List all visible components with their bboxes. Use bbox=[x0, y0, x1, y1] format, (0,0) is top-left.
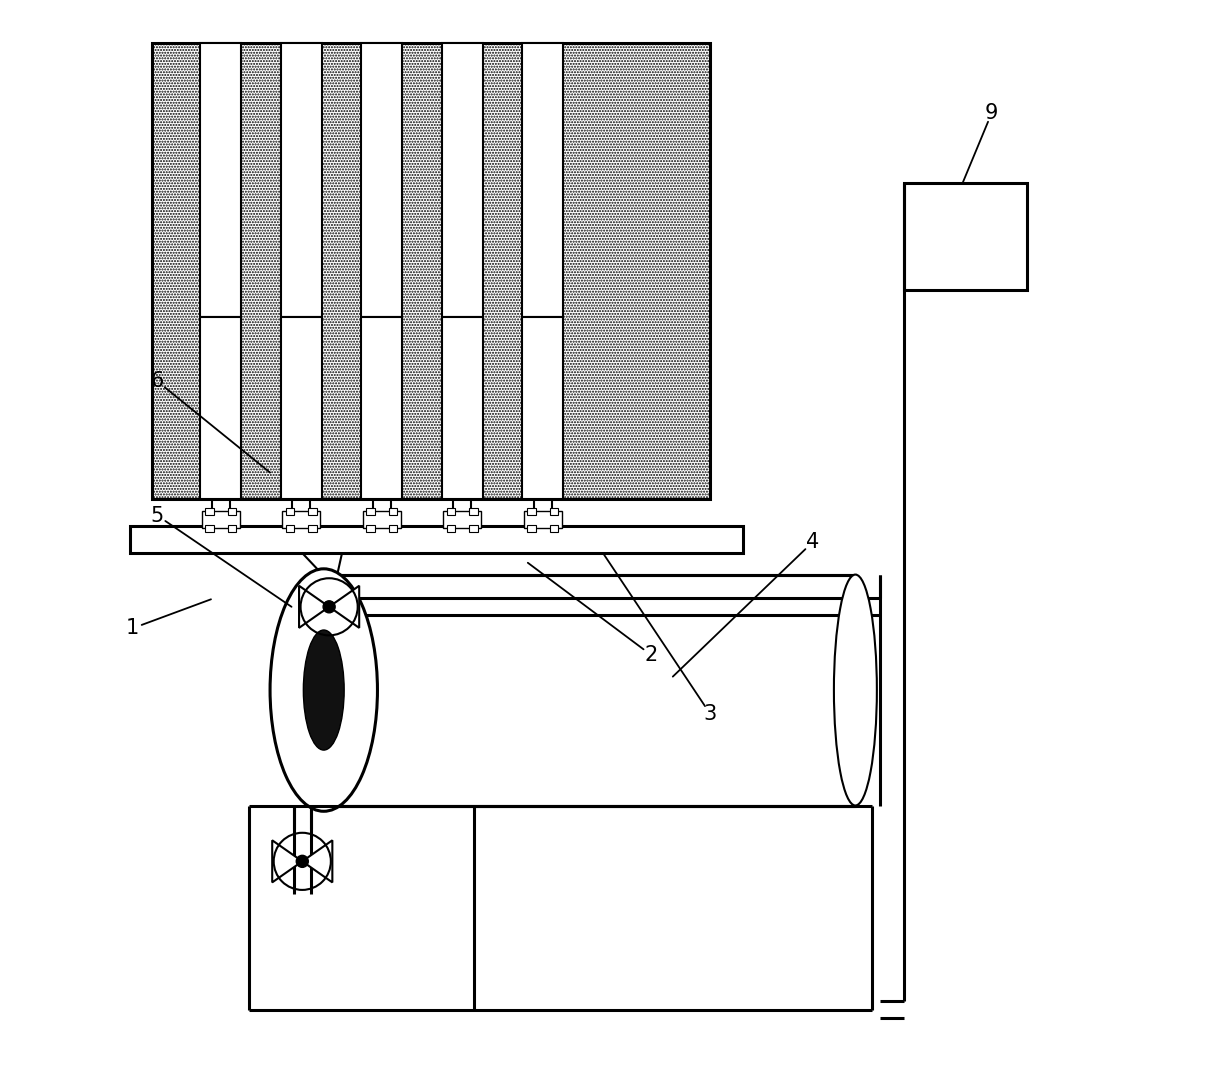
Bar bbox=[527, 525, 535, 532]
Bar bbox=[286, 525, 294, 532]
Text: 2: 2 bbox=[645, 645, 658, 665]
Text: 6: 6 bbox=[151, 372, 164, 391]
Bar bbox=[362, 317, 402, 499]
Ellipse shape bbox=[833, 575, 877, 806]
Bar bbox=[282, 511, 320, 528]
Bar bbox=[130, 526, 743, 553]
Bar bbox=[308, 508, 317, 514]
Bar bbox=[323, 575, 855, 806]
Bar bbox=[522, 43, 563, 317]
Bar bbox=[308, 525, 317, 532]
Ellipse shape bbox=[304, 630, 344, 750]
Bar bbox=[205, 508, 213, 514]
Text: 4: 4 bbox=[806, 533, 819, 552]
Bar bbox=[388, 508, 397, 514]
Bar bbox=[441, 317, 482, 499]
Bar bbox=[281, 317, 322, 499]
Bar bbox=[447, 525, 456, 532]
Bar bbox=[523, 511, 562, 528]
Bar bbox=[228, 508, 236, 514]
Bar bbox=[367, 508, 375, 514]
Bar bbox=[550, 508, 558, 514]
Bar bbox=[363, 511, 400, 528]
Bar bbox=[550, 525, 558, 532]
Text: 9: 9 bbox=[985, 103, 999, 122]
Bar bbox=[228, 525, 236, 532]
Polygon shape bbox=[273, 840, 303, 883]
Bar bbox=[362, 43, 402, 317]
Bar bbox=[201, 511, 240, 528]
Text: 1: 1 bbox=[125, 619, 139, 638]
Bar bbox=[200, 317, 241, 499]
Text: 3: 3 bbox=[704, 705, 718, 724]
Text: 5: 5 bbox=[151, 506, 164, 525]
Bar bbox=[469, 508, 478, 514]
Polygon shape bbox=[299, 585, 329, 628]
Bar bbox=[281, 43, 322, 317]
Bar bbox=[388, 525, 397, 532]
Bar bbox=[447, 508, 456, 514]
Bar bbox=[527, 508, 535, 514]
Circle shape bbox=[323, 600, 335, 613]
Bar bbox=[522, 317, 563, 499]
Polygon shape bbox=[303, 840, 333, 883]
Bar bbox=[469, 525, 478, 532]
Bar bbox=[205, 525, 213, 532]
Bar bbox=[444, 511, 481, 528]
Ellipse shape bbox=[270, 569, 377, 811]
Bar bbox=[286, 508, 294, 514]
Bar bbox=[152, 43, 710, 499]
Circle shape bbox=[297, 855, 309, 868]
Bar bbox=[200, 43, 241, 317]
Bar bbox=[903, 183, 1028, 290]
Bar bbox=[367, 525, 375, 532]
Polygon shape bbox=[329, 585, 359, 628]
Bar bbox=[441, 43, 482, 317]
